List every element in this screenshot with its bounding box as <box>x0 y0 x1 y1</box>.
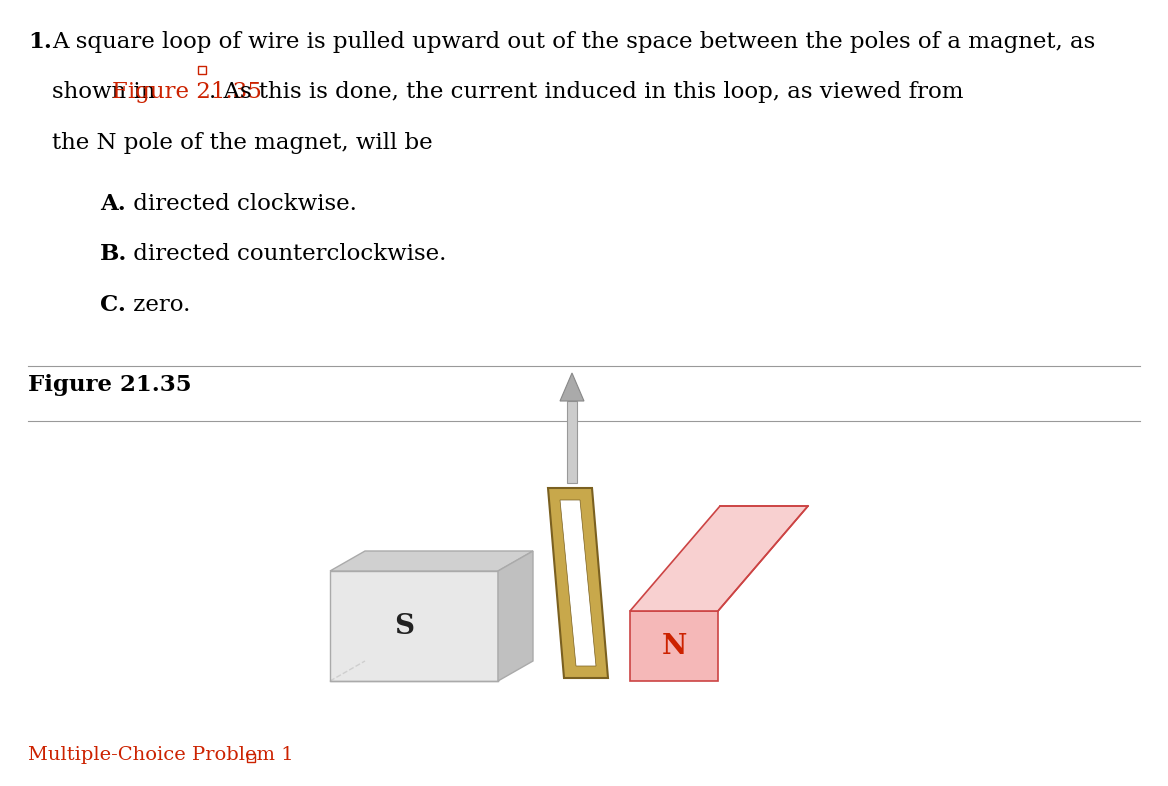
Polygon shape <box>630 506 808 611</box>
Text: Figure 21.35: Figure 21.35 <box>28 374 192 396</box>
Text: . As this is done, the current induced in this loop, as viewed from: . As this is done, the current induced i… <box>209 82 964 104</box>
Polygon shape <box>548 488 609 678</box>
Polygon shape <box>498 551 533 681</box>
Text: 1.: 1. <box>28 31 51 53</box>
Polygon shape <box>331 551 533 571</box>
Text: directed counterclockwise.: directed counterclockwise. <box>126 244 446 266</box>
Text: Figure 21.35: Figure 21.35 <box>112 82 262 104</box>
Text: the N pole of the magnet, will be: the N pole of the magnet, will be <box>53 132 432 154</box>
Polygon shape <box>331 571 498 681</box>
Text: N: N <box>661 633 687 659</box>
Text: A square loop of wire is pulled upward out of the space between the poles of a m: A square loop of wire is pulled upward o… <box>53 31 1096 53</box>
Text: zero.: zero. <box>126 294 190 316</box>
Text: Multiple-Choice Problem 1: Multiple-Choice Problem 1 <box>28 746 293 764</box>
Text: A.: A. <box>100 193 126 215</box>
Polygon shape <box>559 500 596 666</box>
Text: directed clockwise.: directed clockwise. <box>126 193 357 215</box>
Text: B.: B. <box>100 244 127 266</box>
Text: S: S <box>394 612 413 640</box>
Polygon shape <box>630 611 718 681</box>
Polygon shape <box>559 373 584 401</box>
Bar <box>246 754 255 762</box>
Text: shown in: shown in <box>53 82 162 104</box>
Bar <box>199 66 206 75</box>
Polygon shape <box>566 401 577 483</box>
Text: C.: C. <box>100 294 126 316</box>
